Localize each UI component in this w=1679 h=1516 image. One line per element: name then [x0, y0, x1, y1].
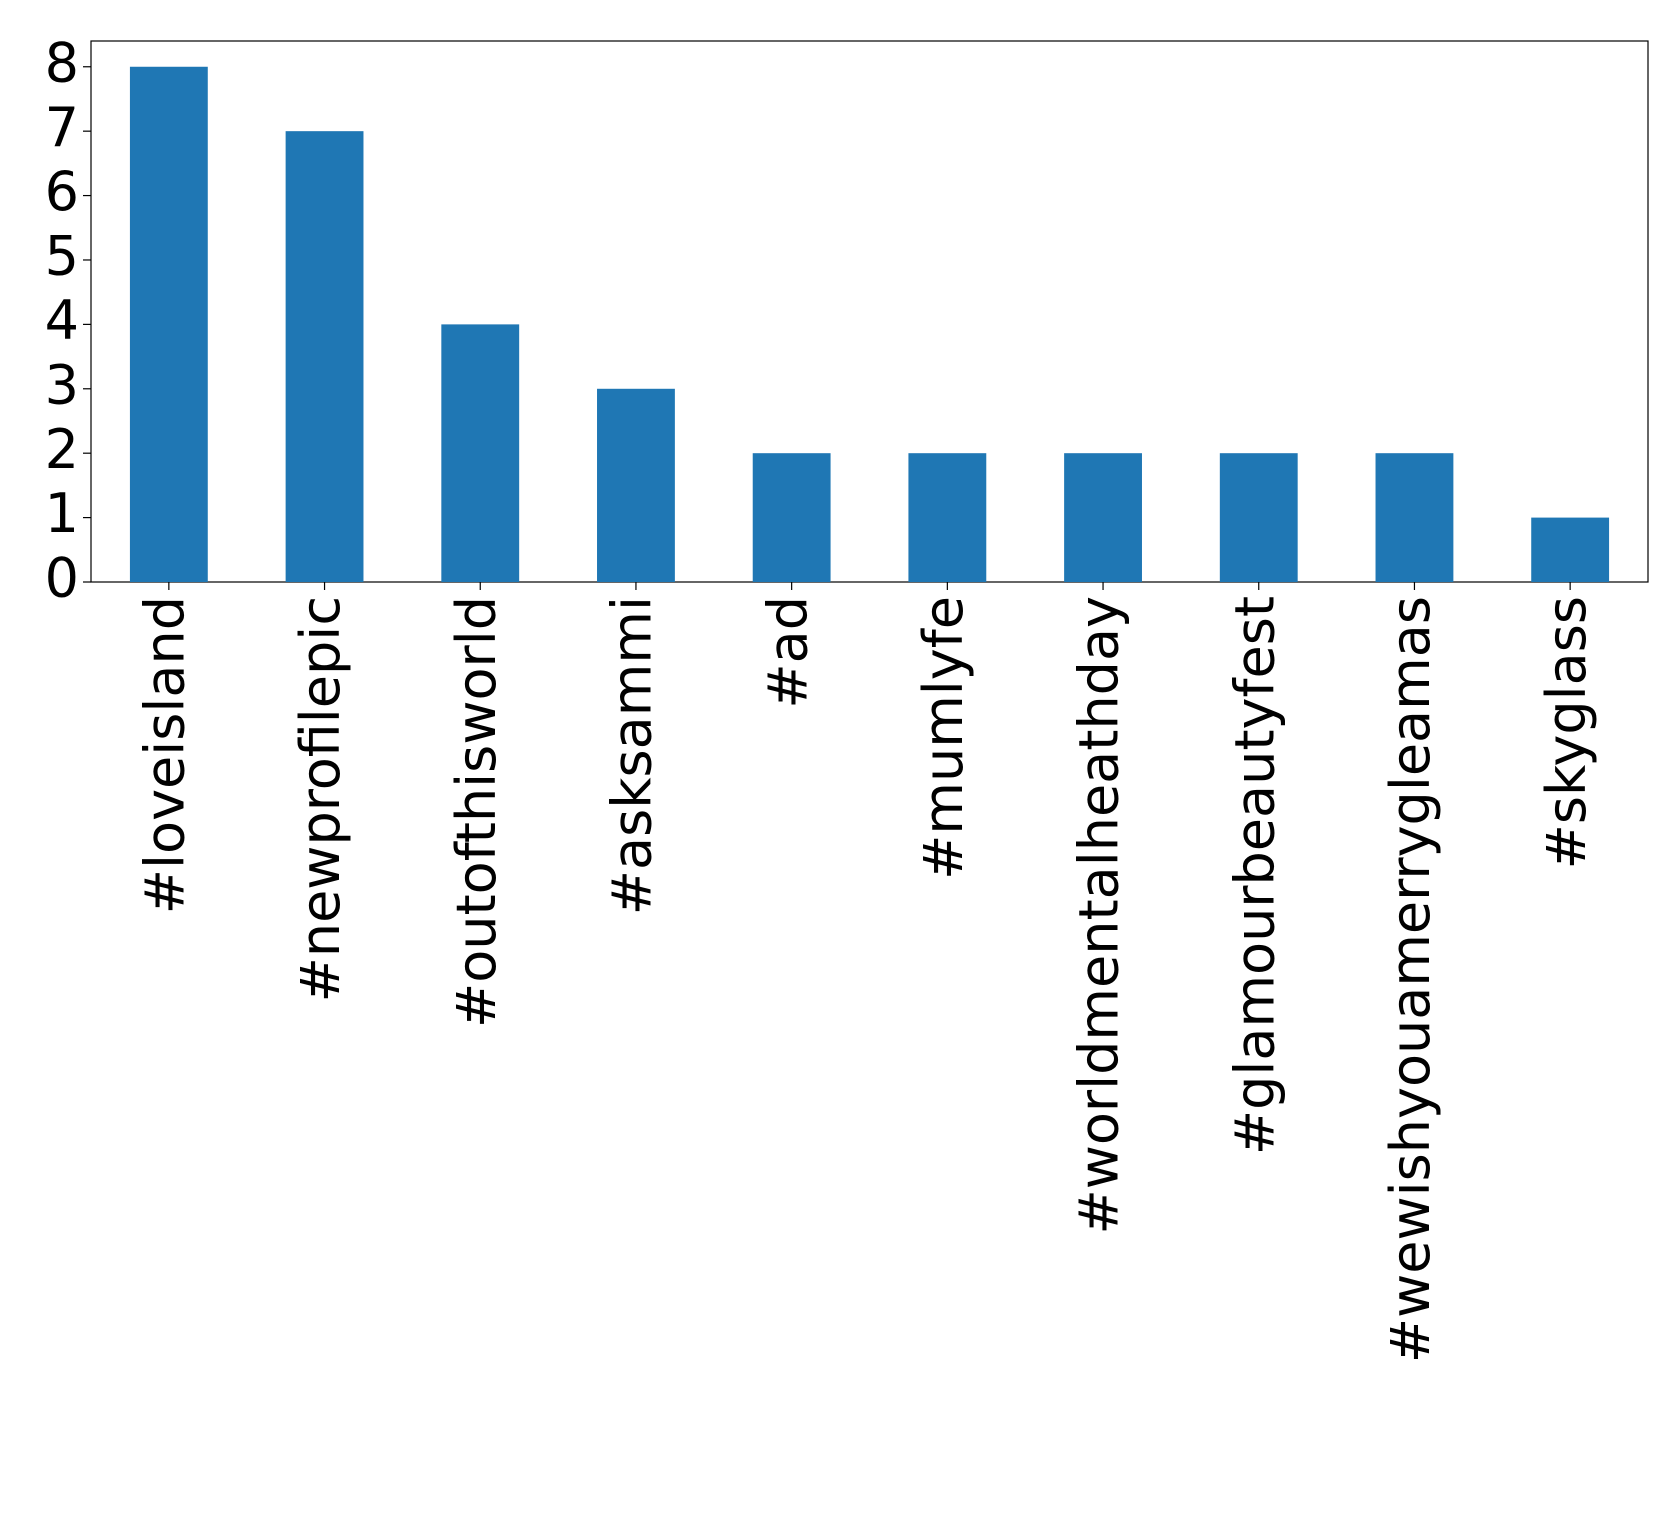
x-tick-label: #glamourbeautyfest — [1223, 596, 1286, 1155]
y-tick-label: 6 — [45, 160, 79, 223]
bar — [441, 324, 520, 582]
bar — [1064, 453, 1142, 582]
x-tick-label: #mumlyfe — [912, 596, 975, 880]
x-tick-label: #asksammi — [601, 596, 664, 915]
bar — [285, 131, 364, 582]
bar — [752, 453, 831, 582]
y-tick-label: 4 — [45, 289, 79, 352]
y-tick-label: 8 — [45, 31, 79, 94]
x-tick-label: #newprofilepic — [289, 596, 352, 1002]
y-tick-label: 1 — [45, 482, 79, 545]
y-tick-label: 7 — [45, 96, 79, 159]
x-tick-label: #wewishyouamerrygleamas — [1379, 596, 1442, 1363]
bar — [1375, 453, 1454, 582]
y-tick-label: 5 — [45, 225, 79, 288]
plot-frame — [90, 40, 1649, 583]
bar — [908, 453, 987, 582]
x-tick-label: #ad — [756, 596, 819, 709]
bar — [1531, 517, 1610, 582]
bar — [597, 388, 675, 582]
y-tick-label: 2 — [45, 418, 79, 481]
y-tick-label: 3 — [45, 353, 79, 416]
y-tick-label: 0 — [45, 547, 79, 610]
bar — [129, 66, 208, 582]
bar — [1219, 453, 1298, 582]
x-tick-label: #outofthisworld — [445, 596, 508, 1028]
x-tick-label: #skyglass — [1535, 596, 1598, 869]
x-tick-label: #worldmentalheathday — [1068, 596, 1131, 1235]
x-tick-label: #loveisland — [133, 596, 196, 914]
